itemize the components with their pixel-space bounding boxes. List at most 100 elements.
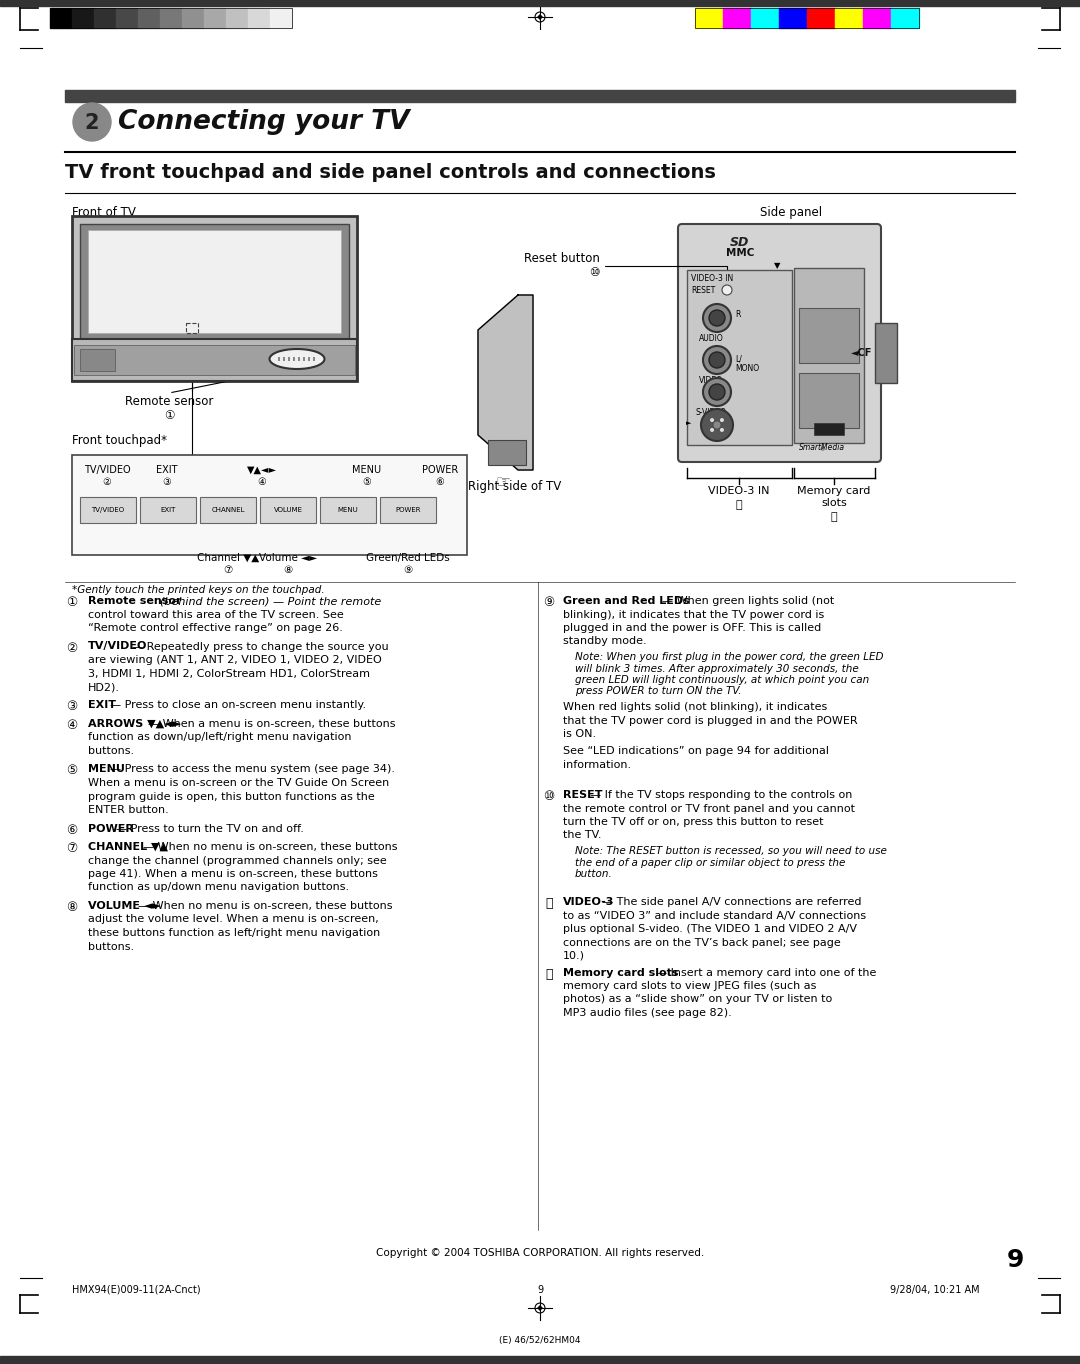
- Text: — Press to turn the TV on and off.: — Press to turn the TV on and off.: [116, 824, 303, 833]
- Text: S-VIDEO: S-VIDEO: [696, 408, 727, 417]
- Text: EXIT: EXIT: [160, 507, 176, 513]
- Text: ⑤: ⑤: [363, 477, 372, 487]
- Text: Remote sensor: Remote sensor: [125, 396, 213, 408]
- Bar: [94, 8, 116, 29]
- Text: ⑫: ⑫: [831, 512, 837, 522]
- Text: — When no menu is on-screen, these buttons: — When no menu is on-screen, these butto…: [137, 902, 392, 911]
- FancyBboxPatch shape: [72, 216, 357, 381]
- Bar: [380, 496, 436, 522]
- Text: MENU: MENU: [338, 507, 359, 513]
- Text: Note: The RESET button is recessed, so you will need to use: Note: The RESET button is recessed, so y…: [575, 846, 887, 857]
- FancyBboxPatch shape: [678, 224, 881, 462]
- Bar: [298, 357, 300, 361]
- Text: plugged in and the power is OFF. This is called: plugged in and the power is OFF. This is…: [563, 623, 821, 633]
- Bar: [72, 456, 467, 555]
- Text: ▼▲◄►: ▼▲◄►: [247, 465, 276, 475]
- Circle shape: [77, 106, 107, 136]
- Text: MENU: MENU: [352, 465, 381, 475]
- Text: Green and Red LEDs: Green and Red LEDs: [563, 596, 690, 606]
- Circle shape: [75, 105, 109, 139]
- Circle shape: [723, 285, 732, 295]
- Text: VIDEO-3 IN: VIDEO-3 IN: [708, 486, 770, 496]
- Bar: [288, 357, 291, 361]
- Bar: [313, 357, 315, 361]
- Bar: [794, 267, 864, 443]
- Text: will blink 3 times. After approximately 30 seconds, the: will blink 3 times. After approximately …: [575, 663, 859, 674]
- Text: page 41). When a menu is on-screen, these buttons: page 41). When a menu is on-screen, thes…: [87, 869, 378, 878]
- Text: ®: ®: [819, 447, 824, 451]
- Text: MENU: MENU: [87, 764, 125, 775]
- Text: ⑤: ⑤: [66, 764, 78, 777]
- Text: MP3 audio files (see page 82).: MP3 audio files (see page 82).: [563, 1008, 732, 1018]
- Text: Reset button: Reset button: [524, 251, 600, 265]
- Ellipse shape: [270, 349, 324, 370]
- Bar: [863, 8, 891, 29]
- Text: Front touchpad*: Front touchpad*: [72, 434, 167, 447]
- Polygon shape: [537, 14, 543, 20]
- Text: blinking), it indicates that the TV power cord is: blinking), it indicates that the TV powe…: [563, 610, 824, 619]
- Text: these buttons function as left/right menu navigation: these buttons function as left/right men…: [87, 928, 380, 938]
- Bar: [835, 8, 863, 29]
- Text: adjust the volume level. When a menu is on-screen,: adjust the volume level. When a menu is …: [87, 914, 379, 925]
- Bar: [140, 496, 195, 522]
- Text: function as down/up/left/right menu navigation: function as down/up/left/right menu navi…: [87, 732, 351, 742]
- Text: Channel ▼▲: Channel ▼▲: [197, 552, 259, 563]
- Bar: [72, 8, 94, 29]
- Text: ①: ①: [66, 596, 78, 608]
- Text: ②: ②: [103, 477, 111, 487]
- Text: ④: ④: [66, 719, 78, 732]
- Bar: [696, 8, 723, 29]
- Text: Memory card
slots: Memory card slots: [797, 486, 870, 507]
- Text: VOLUME ◄►: VOLUME ◄►: [87, 902, 161, 911]
- Bar: [799, 308, 859, 363]
- Text: to as “VIDEO 3” and include standard A/V connections: to as “VIDEO 3” and include standard A/V…: [563, 911, 866, 921]
- Bar: [200, 496, 256, 522]
- Text: EXIT: EXIT: [87, 701, 116, 711]
- Bar: [160, 8, 183, 29]
- Text: Memory card slots: Memory card slots: [563, 967, 678, 978]
- Bar: [696, 8, 919, 29]
- Text: connections are on the TV’s back panel; see page: connections are on the TV’s back panel; …: [563, 937, 840, 948]
- Text: — When a menu is on-screen, these buttons: — When a menu is on-screen, these button…: [149, 719, 396, 728]
- Bar: [283, 357, 285, 361]
- Text: buttons.: buttons.: [87, 941, 134, 952]
- Bar: [303, 357, 305, 361]
- Text: HMX94(E)009-11(2A-Cnct): HMX94(E)009-11(2A-Cnct): [72, 1285, 201, 1294]
- Text: the TV.: the TV.: [563, 831, 602, 840]
- Text: standby mode.: standby mode.: [563, 637, 647, 647]
- Bar: [891, 8, 919, 29]
- Circle shape: [708, 310, 725, 326]
- Circle shape: [703, 346, 731, 374]
- Text: ⑫: ⑫: [545, 967, 553, 981]
- Text: change the channel (programmed channels only; see: change the channel (programmed channels …: [87, 855, 387, 866]
- Text: — Press to close an on-screen menu instantly.: — Press to close an on-screen menu insta…: [110, 701, 366, 711]
- Text: function as up/down menu navigation buttons.: function as up/down menu navigation butt…: [87, 883, 349, 892]
- Bar: [751, 8, 779, 29]
- Text: SmartMedia: SmartMedia: [799, 443, 845, 451]
- Circle shape: [703, 304, 731, 331]
- Text: ④: ④: [258, 477, 267, 487]
- Bar: [308, 357, 310, 361]
- Text: Side panel: Side panel: [760, 206, 822, 220]
- Circle shape: [710, 428, 714, 432]
- Text: — Press to access the menu system (see page 34).: — Press to access the menu system (see p…: [110, 764, 395, 775]
- Text: VIDEO-3 IN: VIDEO-3 IN: [691, 274, 733, 282]
- Bar: [814, 423, 843, 435]
- Text: — If the TV stops responding to the controls on: — If the TV stops responding to the cont…: [591, 790, 853, 801]
- Bar: [204, 8, 226, 29]
- Text: 9/28/04, 10:21 AM: 9/28/04, 10:21 AM: [890, 1285, 980, 1294]
- Text: ③: ③: [163, 477, 172, 487]
- Bar: [807, 8, 835, 29]
- Text: MMC: MMC: [726, 248, 754, 258]
- Circle shape: [703, 378, 731, 406]
- Text: ③: ③: [66, 701, 78, 713]
- Text: information.: information.: [563, 760, 631, 771]
- Text: When red lights solid (not blinking), it indicates: When red lights solid (not blinking), it…: [563, 702, 827, 712]
- Text: control toward this area of the TV screen. See: control toward this area of the TV scree…: [87, 610, 343, 619]
- Text: ⑥: ⑥: [435, 477, 444, 487]
- Text: VIDEO-3: VIDEO-3: [563, 898, 615, 907]
- Text: Remote sensor: Remote sensor: [87, 596, 181, 606]
- Polygon shape: [537, 1305, 543, 1311]
- Text: Copyright © 2004 TOSHIBA CORPORATION. All rights reserved.: Copyright © 2004 TOSHIBA CORPORATION. Al…: [376, 1248, 704, 1258]
- Text: press POWER to turn ON the TV.: press POWER to turn ON the TV.: [575, 686, 742, 697]
